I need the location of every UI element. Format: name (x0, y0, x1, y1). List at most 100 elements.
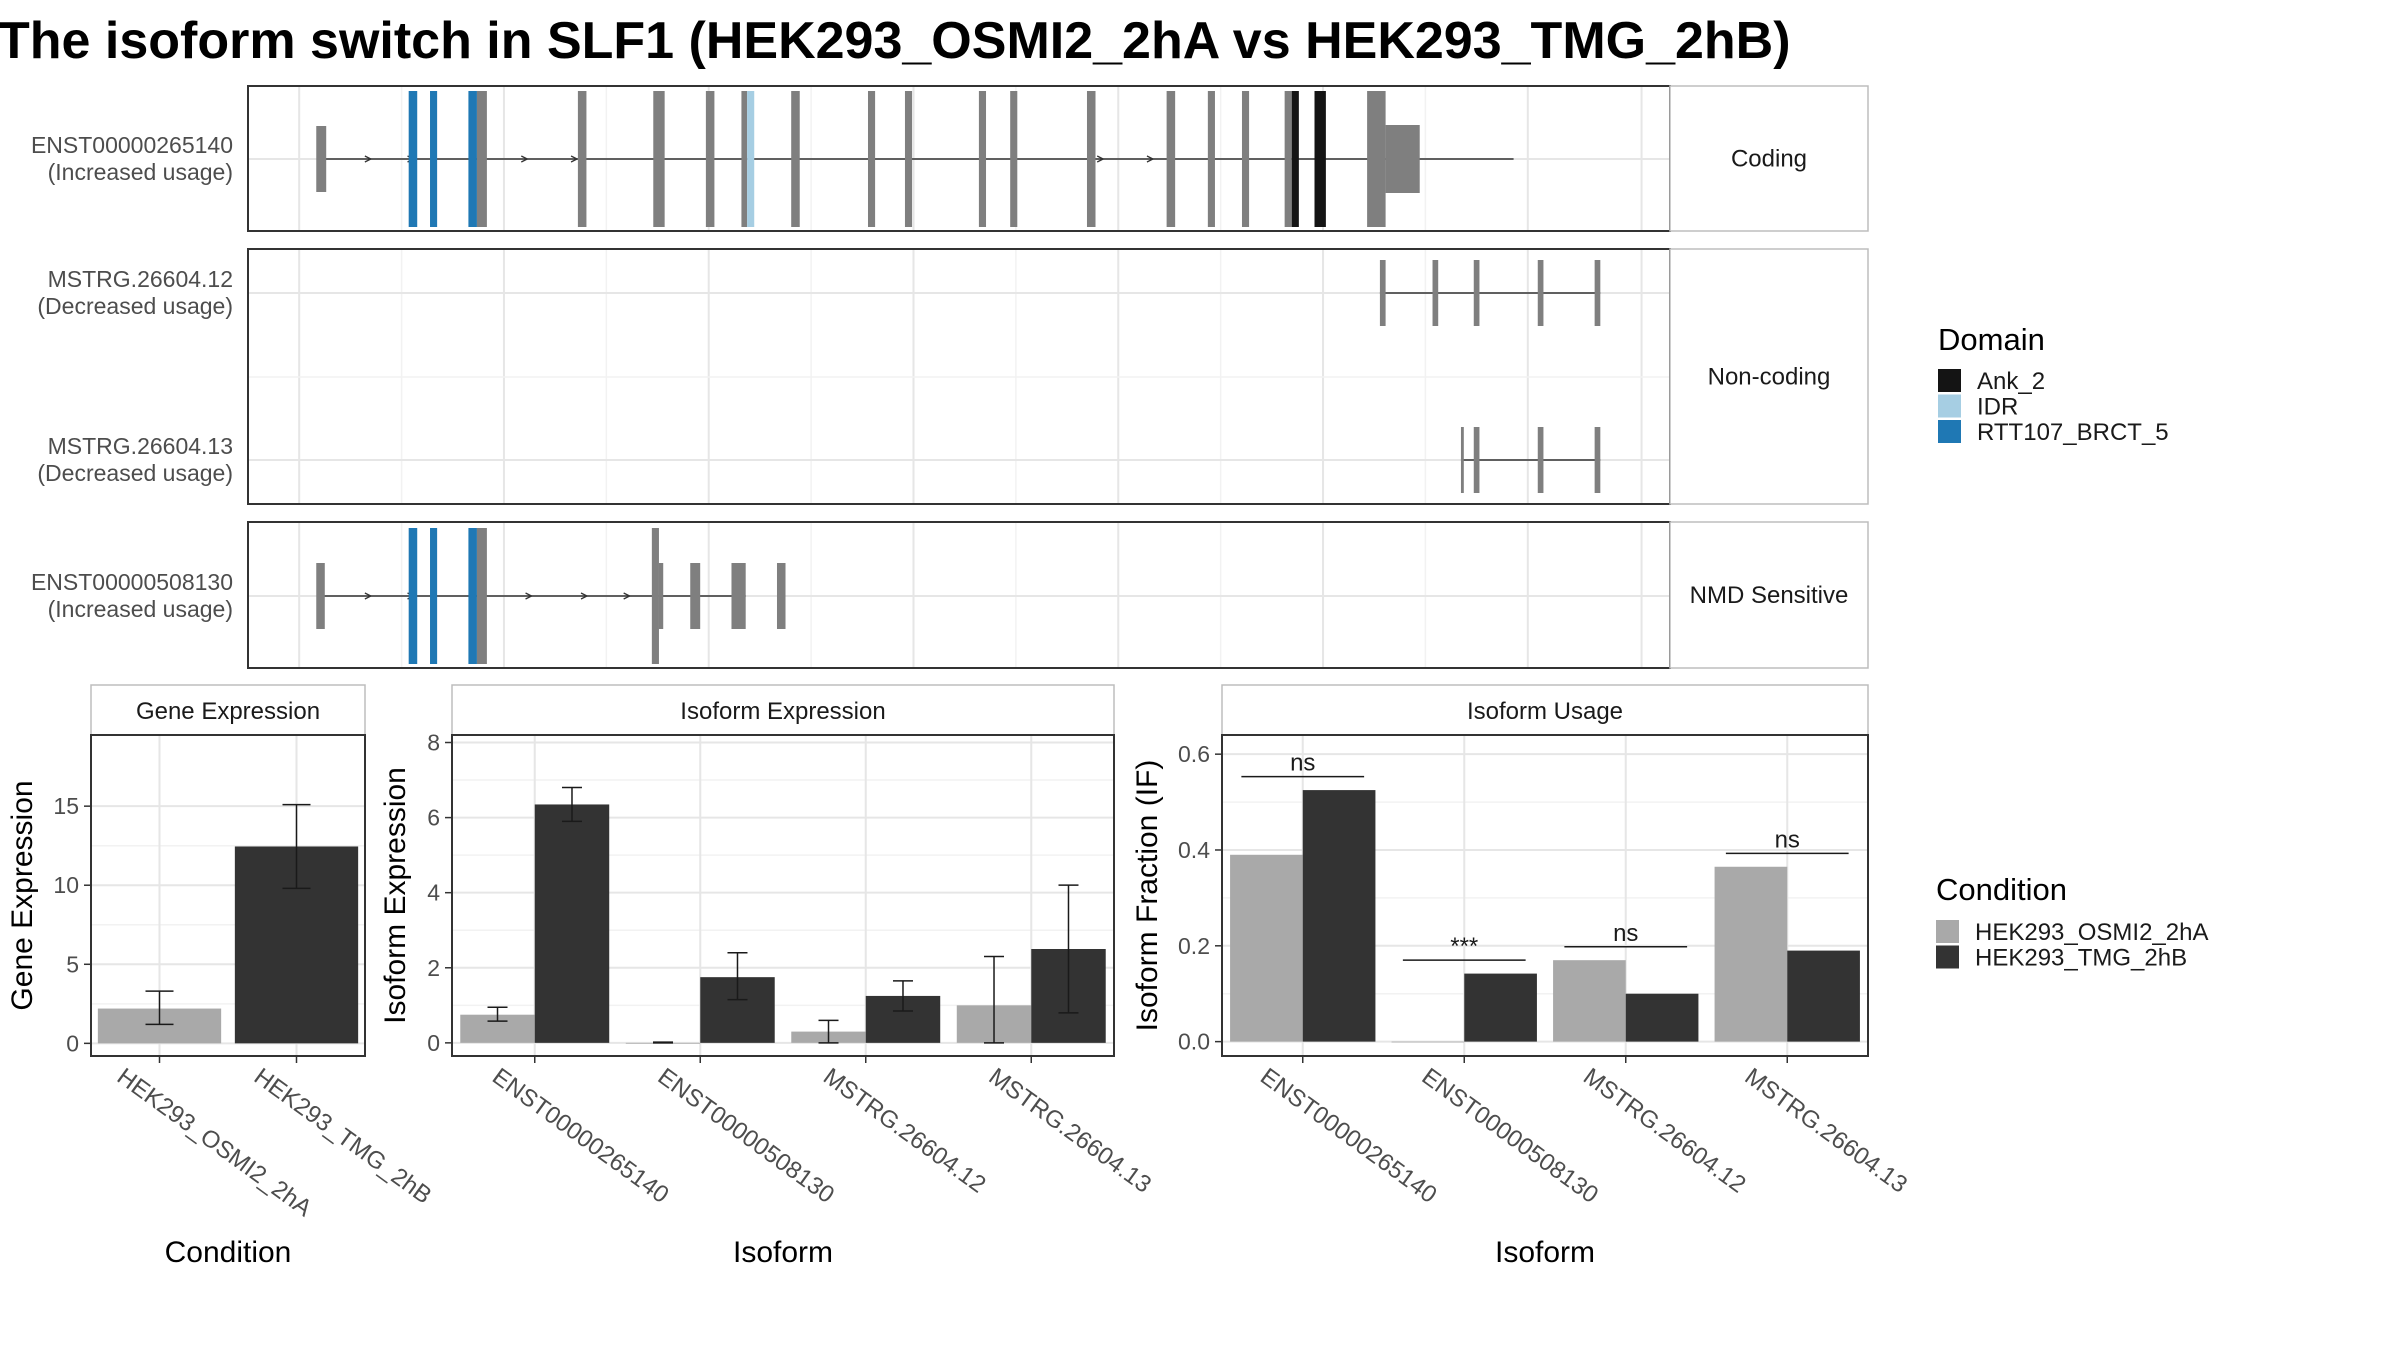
exon (731, 563, 746, 629)
chart-title: Gene Expression (136, 698, 320, 725)
facet-strip (451, 684, 1115, 736)
domain-exon (468, 528, 477, 664)
y-tick-label: 10 (53, 872, 79, 898)
exon (867, 91, 876, 227)
facet-strip (1669, 248, 1869, 505)
direction-arrow-icon (520, 155, 529, 163)
y-tick-label: 2 (427, 955, 440, 981)
gene-panel-0: ENST00000265140(Increased usage) Coding (31, 85, 1869, 232)
transcript-id-label: MSTRG.26604.12 (48, 266, 233, 292)
chart-title: Isoform Expression (680, 698, 885, 725)
bar-chart-gene-expression: Gene Expression051015HEK293_OSMI2_2hAHEK… (6, 684, 436, 1269)
exon (1207, 91, 1215, 227)
y-tick-label: 0 (66, 1030, 79, 1056)
legend-title: Condition (1936, 872, 2067, 907)
y-tick-label: 0.0 (1178, 1029, 1210, 1055)
y-axis-title: Isoform Fraction (IF) (1131, 760, 1164, 1032)
domain-exon (747, 91, 755, 227)
direction-arrow-icon (1146, 155, 1155, 163)
direction-arrow-icon (570, 155, 579, 163)
direction-arrow-icon (623, 592, 632, 600)
exon (1460, 427, 1464, 493)
transcript-track: ENST00000265140(Increased usage) (31, 91, 1514, 227)
bar-chart-isoform-expression: Isoform Expression 0 2 4 6 8 ENST00000265140EN… (379, 684, 1156, 1269)
exon (1010, 91, 1018, 227)
bar (1464, 973, 1537, 1042)
legend-key (1938, 369, 1961, 392)
gene-panel-1: MSTRG.26604.12(Decreased usage) MSTRG.266… (37, 248, 1869, 505)
transcript-usage-label: (Increased usage) (48, 596, 233, 622)
y-tick-label: 0.2 (1178, 933, 1210, 959)
x-tick-label: ENST00000265140 (1255, 1063, 1441, 1209)
exon (690, 563, 701, 629)
bar (1553, 960, 1626, 1042)
legend-key (1938, 420, 1961, 443)
y-tick-label: 0.4 (1178, 837, 1210, 863)
bar (1787, 950, 1860, 1042)
transcript-id-label: ENST00000265140 (31, 132, 233, 158)
transcript-track: MSTRG.26604.13(Decreased usage) (37, 427, 1601, 493)
facet-strip (90, 684, 366, 736)
y-tick-label: 0 (427, 1030, 440, 1056)
exon (1432, 260, 1439, 326)
exon (1241, 91, 1250, 227)
y-tick-label: 6 (427, 805, 440, 831)
bar (1302, 790, 1376, 1042)
legend-key (1936, 920, 1959, 943)
exon (1367, 91, 1386, 227)
legend-label: RTT107_BRCT_5 (1977, 419, 2169, 446)
x-tick-label: MSTRG.26604.13 (984, 1063, 1156, 1199)
exon (1473, 427, 1480, 493)
x-tick-label: MSTRG.26604.13 (1740, 1063, 1912, 1199)
exon (1166, 91, 1176, 227)
exon (476, 91, 487, 227)
direction-arrow-icon (580, 592, 589, 600)
transcript-track: ENST00000508130(Increased usage) (31, 528, 786, 664)
x-tick-label: MSTRG.26604.12 (1578, 1063, 1750, 1199)
facet-strip-label: Non-coding (1708, 364, 1831, 391)
significance-label: ns (1775, 826, 1800, 853)
exon (476, 528, 487, 664)
exon (791, 91, 800, 227)
exon (776, 563, 786, 629)
exon (978, 91, 987, 227)
gene-structure-plot: ENST00000265140(Increased usage) CodingMS… (31, 85, 1869, 669)
bar (1625, 993, 1699, 1042)
bar (1391, 1041, 1465, 1043)
y-tick-label: 8 (427, 730, 440, 756)
bar-chart-isoform-usage: Isoform Usage ns *** ns ns 0.0 0.2 0.4 0.6 ENST00… (1131, 684, 1912, 1269)
panel-border (1221, 734, 1869, 1057)
chart-title: Isoform Usage (1467, 698, 1623, 725)
exon (1537, 260, 1544, 326)
x-tick-label: MSTRG.26604.12 (818, 1063, 990, 1199)
figure-title: The isoform switch in SLF1 (HEK293_OSMI2… (0, 12, 1791, 70)
facet-strip (1669, 521, 1869, 669)
exon (577, 91, 587, 227)
transcript-usage-label: (Decreased usage) (37, 293, 233, 319)
direction-arrow-icon (364, 155, 373, 163)
y-tick-label: 5 (66, 951, 79, 977)
bar (1714, 866, 1788, 1042)
exon (1594, 260, 1601, 326)
legend-label: IDR (1977, 394, 2018, 421)
facet-strip-label: Coding (1731, 146, 1807, 173)
legend-label: Ank_2 (1977, 368, 2045, 395)
exon (1086, 91, 1096, 227)
facet-strip (1221, 684, 1869, 736)
transcript-usage-label: (Increased usage) (48, 159, 233, 185)
exon (1594, 427, 1601, 493)
transcript-id-label: MSTRG.26604.13 (48, 433, 233, 459)
domain-exon (408, 91, 418, 227)
domain-exon (430, 91, 438, 227)
y-tick-label: 4 (427, 880, 440, 906)
transcript-id-label: ENST00000508130 (31, 569, 233, 595)
direction-arrow-icon (364, 592, 373, 600)
y-tick-label: 0.6 (1178, 741, 1210, 767)
y-axis-title: Isoform Expression (379, 767, 412, 1024)
x-tick-label: ENST00000508130 (1417, 1063, 1603, 1209)
domain-exon (408, 528, 418, 664)
facet-strip-label: NMD Sensitive (1690, 582, 1849, 609)
